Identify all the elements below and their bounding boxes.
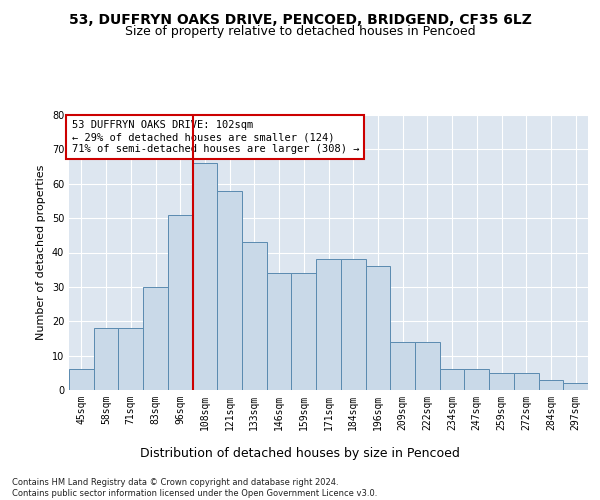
Y-axis label: Number of detached properties: Number of detached properties: [36, 165, 46, 340]
Bar: [464, 370, 489, 390]
Bar: [514, 373, 539, 390]
Bar: [292, 273, 316, 390]
Bar: [168, 214, 193, 390]
Bar: [390, 342, 415, 390]
Bar: [94, 328, 118, 390]
Text: 53 DUFFRYN OAKS DRIVE: 102sqm
← 29% of detached houses are smaller (124)
71% of : 53 DUFFRYN OAKS DRIVE: 102sqm ← 29% of d…: [71, 120, 359, 154]
Bar: [242, 242, 267, 390]
Bar: [217, 190, 242, 390]
Bar: [489, 373, 514, 390]
Bar: [415, 342, 440, 390]
Bar: [440, 370, 464, 390]
Bar: [341, 260, 365, 390]
Bar: [316, 260, 341, 390]
Bar: [539, 380, 563, 390]
Bar: [69, 370, 94, 390]
Text: Contains HM Land Registry data © Crown copyright and database right 2024.
Contai: Contains HM Land Registry data © Crown c…: [12, 478, 377, 498]
Bar: [193, 163, 217, 390]
Bar: [118, 328, 143, 390]
Bar: [563, 383, 588, 390]
Bar: [267, 273, 292, 390]
Bar: [365, 266, 390, 390]
Text: Distribution of detached houses by size in Pencoed: Distribution of detached houses by size …: [140, 448, 460, 460]
Text: 53, DUFFRYN OAKS DRIVE, PENCOED, BRIDGEND, CF35 6LZ: 53, DUFFRYN OAKS DRIVE, PENCOED, BRIDGEN…: [68, 12, 532, 26]
Text: Size of property relative to detached houses in Pencoed: Size of property relative to detached ho…: [125, 25, 475, 38]
Bar: [143, 287, 168, 390]
